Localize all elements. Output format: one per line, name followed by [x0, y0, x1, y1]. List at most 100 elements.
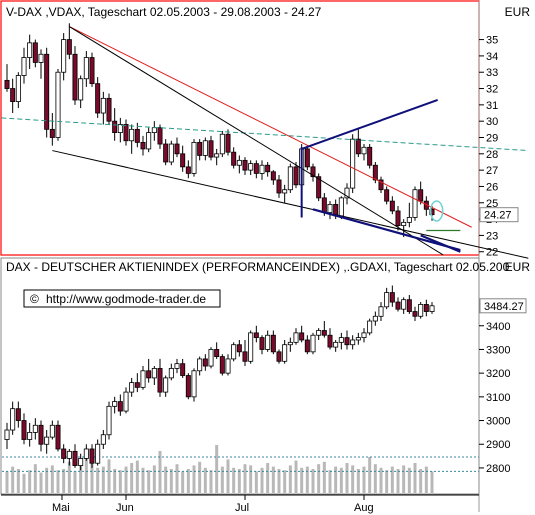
navy-lower-line-extension: [420, 234, 461, 253]
dax-title: DAX - DEUTSCHER AKTIENINDEX (PERFORMANCE…: [6, 260, 510, 274]
vdax-candle: [225, 133, 231, 153]
vdax-candle: [361, 146, 367, 155]
vdax-candle: [66, 39, 72, 55]
dax-volume-bar: [101, 466, 105, 493]
teal-dashed-trendline: [1, 117, 529, 152]
dax-volume-bar: [209, 470, 213, 493]
dax-volume-bar: [152, 465, 156, 493]
vdax-candle: [372, 164, 378, 181]
dax-candle: [225, 358, 231, 374]
vdax-y-tick-label: 35: [486, 35, 498, 47]
dax-volume-bar: [50, 465, 54, 493]
dax-candle: [214, 349, 220, 357]
dax-volume-bar: [373, 464, 377, 493]
dax-y-tick-label: 3100: [486, 392, 510, 404]
vdax-candle: [95, 83, 101, 114]
dax-candle: [219, 356, 225, 374]
dax-volume-bar: [141, 467, 145, 493]
vdax-candle: [180, 153, 186, 168]
dax-volume-bar: [407, 467, 411, 493]
dax-candle: [151, 368, 157, 379]
vdax-candle: [401, 221, 407, 227]
dax-candle: [112, 401, 118, 407]
vdax-candle: [100, 97, 106, 114]
dax-candle: [236, 344, 242, 353]
dax-volume-bar: [311, 469, 315, 493]
vdax-candle: [140, 141, 146, 150]
dax-candle: [248, 332, 254, 362]
dax-candle: [95, 443, 101, 464]
dax-volume-bar: [351, 465, 355, 493]
navy-upper-line: [301, 99, 439, 150]
vdax-candle: [253, 163, 259, 174]
dax-volume-bar: [164, 466, 168, 493]
vdax-candle: [265, 164, 271, 173]
vdax-y-tick-label: 33: [486, 67, 498, 79]
vdax-candle: [231, 151, 237, 166]
dax-candle: [276, 351, 282, 362]
dax-currency: EUR: [505, 260, 531, 274]
dax-candle: [15, 408, 21, 421]
dax-candle: [282, 344, 288, 362]
vdax-y-tick-label: 30: [486, 116, 498, 128]
vdax-y-tick-label: 25: [486, 198, 498, 210]
vdax-candle: [151, 127, 157, 134]
dax-volume-bar: [79, 464, 83, 493]
dax-candle: [395, 301, 401, 310]
dax-volume-bar: [379, 467, 383, 493]
dax-volume-bar: [220, 466, 224, 493]
dax-volume-bar: [73, 471, 77, 493]
vdax-candle: [355, 138, 361, 155]
dax-volume-bar: [181, 471, 185, 493]
vdax-candle: [259, 164, 265, 174]
dax-y-tick-label: 2800: [486, 463, 510, 475]
dax-volume-bar: [169, 469, 173, 493]
dax-volume-bar: [232, 467, 236, 493]
dax-candle: [378, 306, 384, 317]
vdax-candle: [338, 197, 344, 217]
vdax-candle: [112, 120, 118, 134]
dax-candle: [106, 405, 112, 436]
dax-volume-bar: [39, 472, 43, 493]
dax-frame: [0, 257, 480, 495]
dax-volume-bar: [203, 467, 207, 493]
dax-volume-bar: [345, 463, 349, 493]
dax-volume-bar: [271, 466, 275, 493]
vdax-candle: [157, 127, 163, 145]
dax-candle: [350, 339, 356, 346]
vdax-candle: [61, 39, 67, 73]
vdax-y-tick-label: 31: [486, 100, 498, 112]
vdax-candle: [134, 128, 140, 143]
dax-candle: [361, 332, 367, 339]
dax-candle: [55, 424, 61, 450]
vdax-candle: [350, 138, 356, 189]
dax-candle: [231, 344, 237, 360]
dax-candle: [208, 349, 214, 367]
dax-candle: [27, 431, 33, 440]
vdax-currency: EUR: [505, 5, 531, 19]
dax-candle: [270, 334, 276, 353]
vdax-candle: [293, 166, 299, 186]
dax-volume-bar: [288, 465, 292, 493]
highlight-ellipse: [429, 200, 444, 222]
vdax-candle: [27, 42, 33, 58]
black-upper-trendline: [69, 26, 444, 256]
dax-volume-bar: [430, 471, 434, 493]
vdax-candle: [197, 141, 203, 156]
x-axis-label: Aug: [354, 502, 374, 514]
dax-volume-bar: [158, 451, 162, 493]
dax-volume-bar: [260, 467, 264, 493]
dax-volume-bar: [266, 463, 270, 493]
vdax-candle: [106, 97, 112, 122]
dax-candle: [253, 332, 259, 339]
dax-volume-bar: [84, 457, 88, 493]
vdax-title: V-DAX ,VDAX, Tageschart 02.05.2003 - 29.…: [6, 5, 322, 19]
vdax-candle: [276, 179, 282, 194]
dax-candle: [146, 370, 152, 379]
dax-volume-bar: [130, 463, 134, 493]
dax-volume-bar: [237, 469, 241, 493]
dax-volume-bar: [356, 469, 360, 493]
vdax-candle: [248, 163, 254, 171]
source-link[interactable]: http://www.godmode-trader.de: [46, 292, 206, 306]
dax-candle: [202, 358, 208, 367]
